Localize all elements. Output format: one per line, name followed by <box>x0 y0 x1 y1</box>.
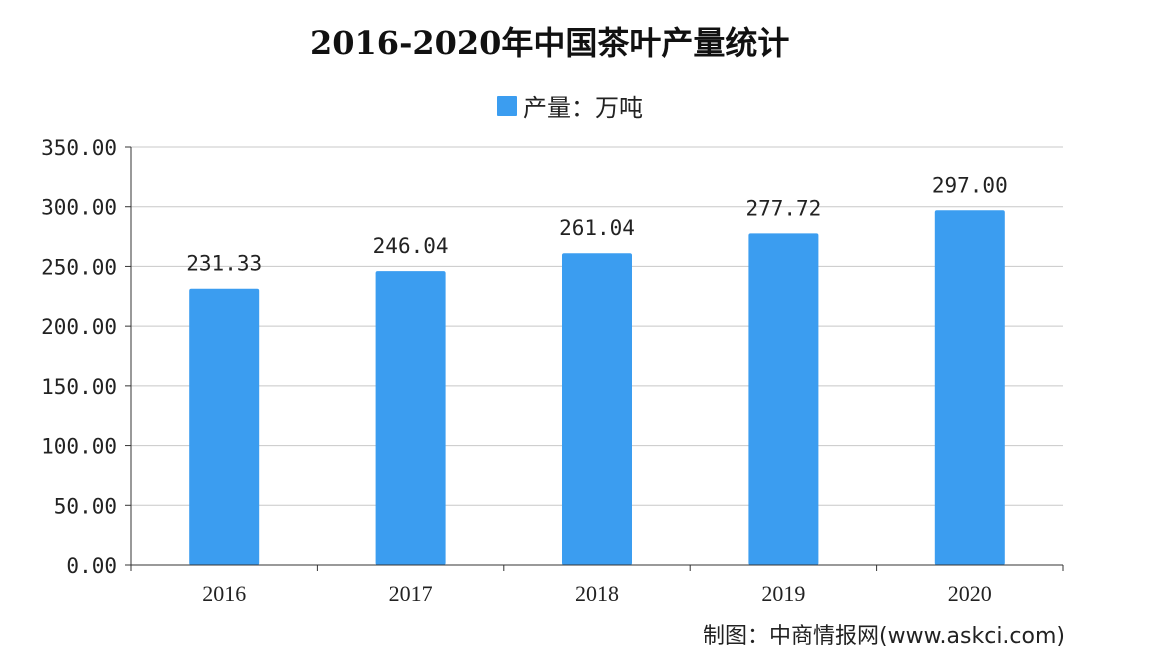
legend-label: 产量：万吨 <box>523 94 643 122</box>
source-credit: 制图：中商情报网(www.askci.com) <box>703 624 1065 649</box>
data-label: 277.72 <box>745 196 821 220</box>
x-tick-label: 2017 <box>389 581 433 606</box>
data-label: 231.33 <box>186 252 262 276</box>
legend-swatch <box>497 95 517 116</box>
x-tick-label: 2020 <box>948 581 992 606</box>
bar-2020 <box>934 210 1005 565</box>
x-tick-label: 2016 <box>202 581 246 606</box>
x-tick-label: 2019 <box>761 581 805 606</box>
y-tick-label: 300.00 <box>41 196 117 220</box>
y-tick-label: 100.00 <box>41 435 117 459</box>
y-tick-label: 200.00 <box>41 315 117 339</box>
y-tick-label: 0.00 <box>66 554 117 578</box>
labels: 0.00 50.00 100.00 150.00 200.00 250.00 300.00 3… <box>41 136 1008 606</box>
bar-2018 <box>562 253 632 565</box>
bar-2017 <box>375 271 446 565</box>
data-label: 261.04 <box>559 216 635 240</box>
y-tick-label: 350.00 <box>41 136 117 160</box>
y-tick-label: 250.00 <box>41 255 117 279</box>
data-label: 297.00 <box>932 173 1008 197</box>
bars <box>189 210 1005 565</box>
y-tick-label: 150.00 <box>41 375 117 399</box>
x-tick-label: 2018 <box>575 581 619 606</box>
bar-2019 <box>748 233 819 565</box>
chart-title: 2016-2020年中国茶叶产量统计 <box>310 24 790 62</box>
data-label: 246.04 <box>373 234 449 258</box>
y-tick-label: 50.00 <box>54 494 117 518</box>
legend: 产量：万吨 <box>497 88 643 123</box>
axes <box>125 146 1064 571</box>
bar-2016 <box>189 288 260 565</box>
